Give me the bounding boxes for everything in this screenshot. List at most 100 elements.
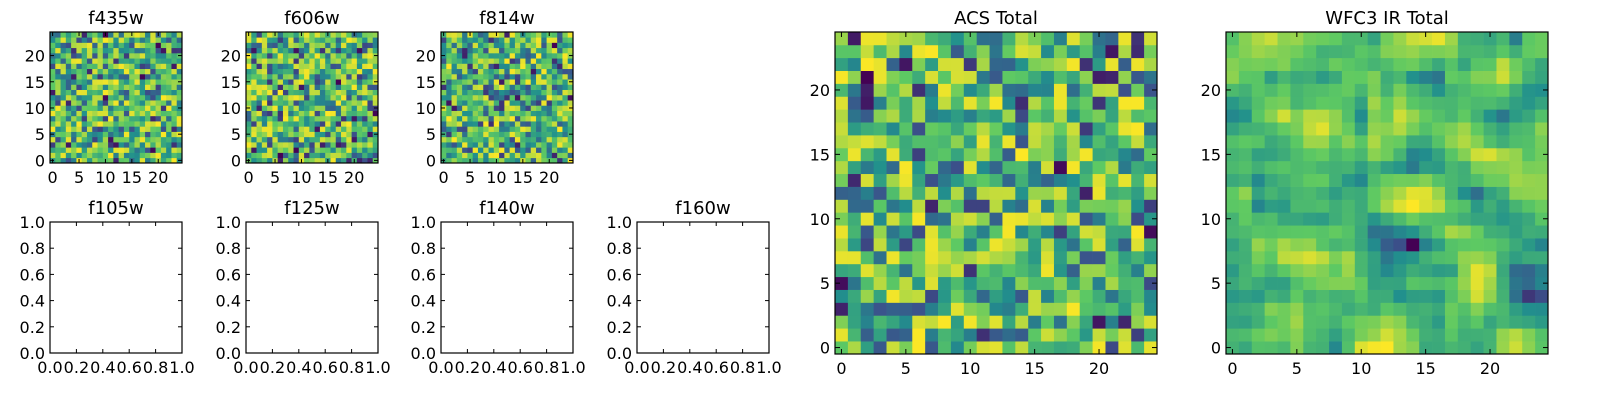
heatmap-cell bbox=[912, 122, 926, 136]
heatmap-cell bbox=[123, 89, 130, 96]
panel-title: ACS Total bbox=[954, 8, 1038, 29]
heatmap-cell bbox=[504, 52, 510, 59]
heatmap-cell bbox=[1303, 238, 1317, 252]
heatmap-cell bbox=[282, 79, 289, 85]
heatmap-cell bbox=[246, 100, 252, 106]
heatmap-cell bbox=[176, 37, 183, 43]
heatmap-cell bbox=[1341, 135, 1356, 149]
heatmap-cell bbox=[441, 89, 447, 96]
heatmap-cell bbox=[451, 89, 458, 96]
heatmap-cell bbox=[267, 136, 273, 143]
heatmap-cell bbox=[335, 131, 342, 138]
heatmap-cell bbox=[346, 147, 352, 153]
heatmap-cell bbox=[1105, 70, 1119, 84]
heatmap-cell bbox=[166, 47, 172, 54]
heatmap-cell bbox=[1226, 109, 1240, 123]
heatmap-cell bbox=[1105, 199, 1119, 213]
heatmap-cell bbox=[989, 238, 1003, 252]
heatmap-cell bbox=[256, 110, 263, 117]
heatmap-cell bbox=[150, 126, 156, 132]
heatmap-cell bbox=[912, 96, 926, 110]
heatmap-cell bbox=[1329, 341, 1343, 355]
heatmap-cell bbox=[176, 42, 183, 49]
heatmap-cell bbox=[1277, 199, 1291, 213]
heatmap-cell bbox=[1483, 315, 1497, 329]
heatmap-cell bbox=[835, 57, 849, 71]
heatmap-cell bbox=[536, 94, 542, 101]
heatmap-cell bbox=[441, 100, 447, 106]
heatmap-cell bbox=[108, 58, 114, 64]
heatmap-cell bbox=[467, 142, 474, 148]
heatmap-cell bbox=[1277, 57, 1291, 71]
heatmap-cell bbox=[272, 84, 279, 90]
heatmap-cell bbox=[277, 152, 284, 159]
heatmap-cell bbox=[134, 68, 141, 75]
heatmap-cell bbox=[261, 147, 268, 153]
heatmap-cell bbox=[346, 47, 352, 54]
heatmap-cell bbox=[1028, 135, 1042, 149]
heatmap-cell bbox=[319, 105, 326, 111]
heatmap-cell bbox=[341, 115, 347, 122]
heatmap-cell bbox=[1483, 199, 1497, 213]
heatmap-cell bbox=[139, 105, 146, 111]
heatmap-cell bbox=[1432, 57, 1446, 71]
heatmap-cell bbox=[50, 73, 56, 80]
heatmap-cell bbox=[567, 115, 574, 122]
heatmap-cell bbox=[1144, 212, 1158, 226]
heatmap-cell bbox=[1092, 44, 1106, 59]
heatmap-cell bbox=[60, 152, 67, 159]
heatmap-cell bbox=[873, 44, 887, 59]
heatmap-cell bbox=[462, 147, 468, 153]
heatmap-cell bbox=[477, 152, 484, 159]
heatmap-cell bbox=[325, 68, 331, 75]
heatmap-cell bbox=[1251, 96, 1265, 110]
heatmap-cell bbox=[925, 135, 939, 149]
heatmap-cell bbox=[1066, 122, 1081, 136]
y-tick-label: 0.0 bbox=[607, 344, 632, 363]
heatmap-cell bbox=[483, 157, 489, 164]
heatmap-cell bbox=[1105, 96, 1119, 110]
heatmap-cell bbox=[1535, 186, 1549, 200]
x-tick-label: 15 bbox=[513, 168, 533, 187]
heatmap-cell bbox=[176, 110, 183, 117]
heatmap-cell bbox=[976, 289, 990, 303]
heatmap-cell bbox=[938, 289, 952, 303]
heatmap-cell bbox=[1079, 250, 1093, 265]
heatmap-cell bbox=[1015, 70, 1029, 84]
heatmap-cell bbox=[1105, 302, 1119, 316]
heatmap-cell bbox=[1053, 263, 1068, 278]
heatmap-cell bbox=[483, 58, 489, 64]
heatmap-cell bbox=[277, 121, 284, 127]
heatmap-cell bbox=[456, 126, 463, 132]
heatmap-cell bbox=[256, 136, 263, 143]
heatmap-cell bbox=[65, 37, 72, 43]
heatmap-cell bbox=[557, 68, 563, 75]
heatmap-cell bbox=[1509, 250, 1523, 265]
heatmap-cell bbox=[113, 147, 119, 153]
heatmap-cell bbox=[1002, 315, 1016, 329]
heatmap-cell bbox=[1105, 238, 1119, 252]
heatmap-cell bbox=[282, 136, 289, 143]
heatmap-cell bbox=[1354, 57, 1369, 71]
heatmap-cell bbox=[166, 58, 172, 64]
heatmap-cell bbox=[899, 276, 913, 290]
heatmap-cells bbox=[835, 32, 1158, 355]
heatmap-cell bbox=[113, 89, 119, 96]
heatmap-cell bbox=[288, 152, 294, 159]
heatmap-cell bbox=[362, 152, 368, 159]
heatmap-cell bbox=[509, 131, 516, 138]
heatmap-cell bbox=[1290, 173, 1304, 187]
heatmap-cell bbox=[176, 126, 183, 132]
heatmap-cell bbox=[1079, 96, 1093, 110]
heatmap-cell bbox=[1329, 250, 1343, 265]
heatmap-cell bbox=[171, 110, 178, 117]
heatmap-cell bbox=[963, 315, 978, 329]
heatmap-cell bbox=[288, 142, 294, 148]
heatmap-cell bbox=[261, 157, 268, 164]
heatmap-cell bbox=[1131, 160, 1145, 175]
heatmap-cell bbox=[1238, 147, 1253, 162]
heatmap-cell bbox=[1002, 96, 1016, 110]
heatmap-cell bbox=[372, 121, 379, 127]
x-tick-label: 5 bbox=[1292, 359, 1302, 378]
heatmap-cell bbox=[963, 302, 978, 316]
